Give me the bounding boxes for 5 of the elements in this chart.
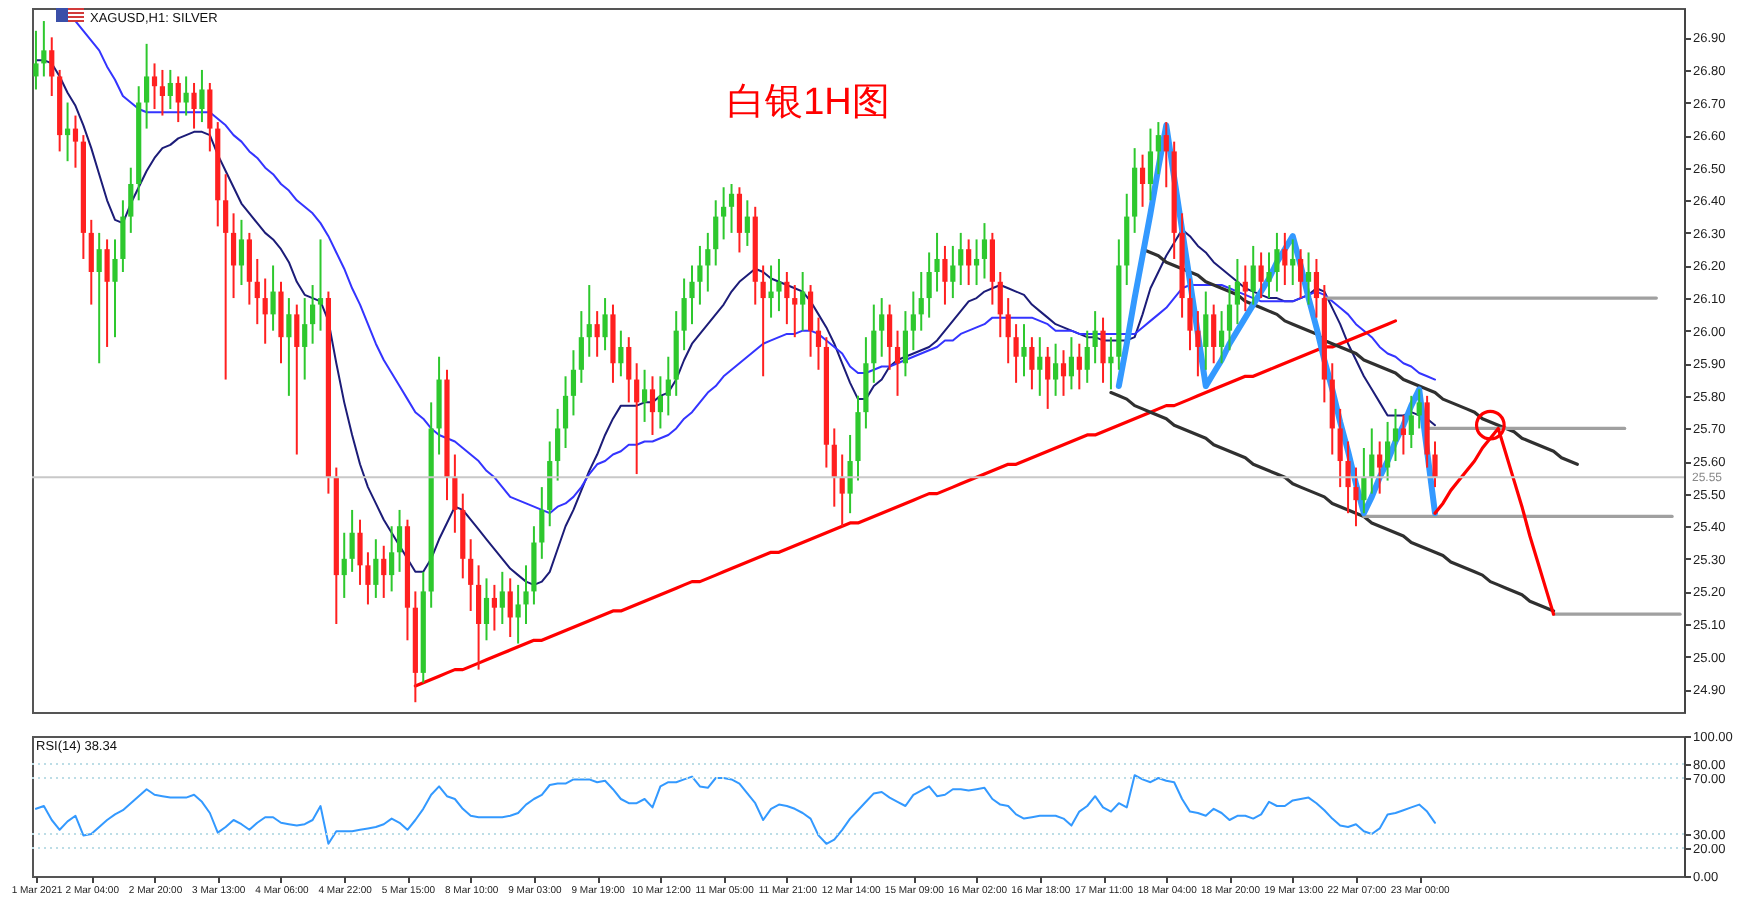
- candlestick: [72, 114, 79, 169]
- candlestick: [49, 36, 55, 97]
- candlestick: [33, 29, 39, 91]
- line-series: [34, 774, 1437, 845]
- candlestick: [41, 20, 47, 78]
